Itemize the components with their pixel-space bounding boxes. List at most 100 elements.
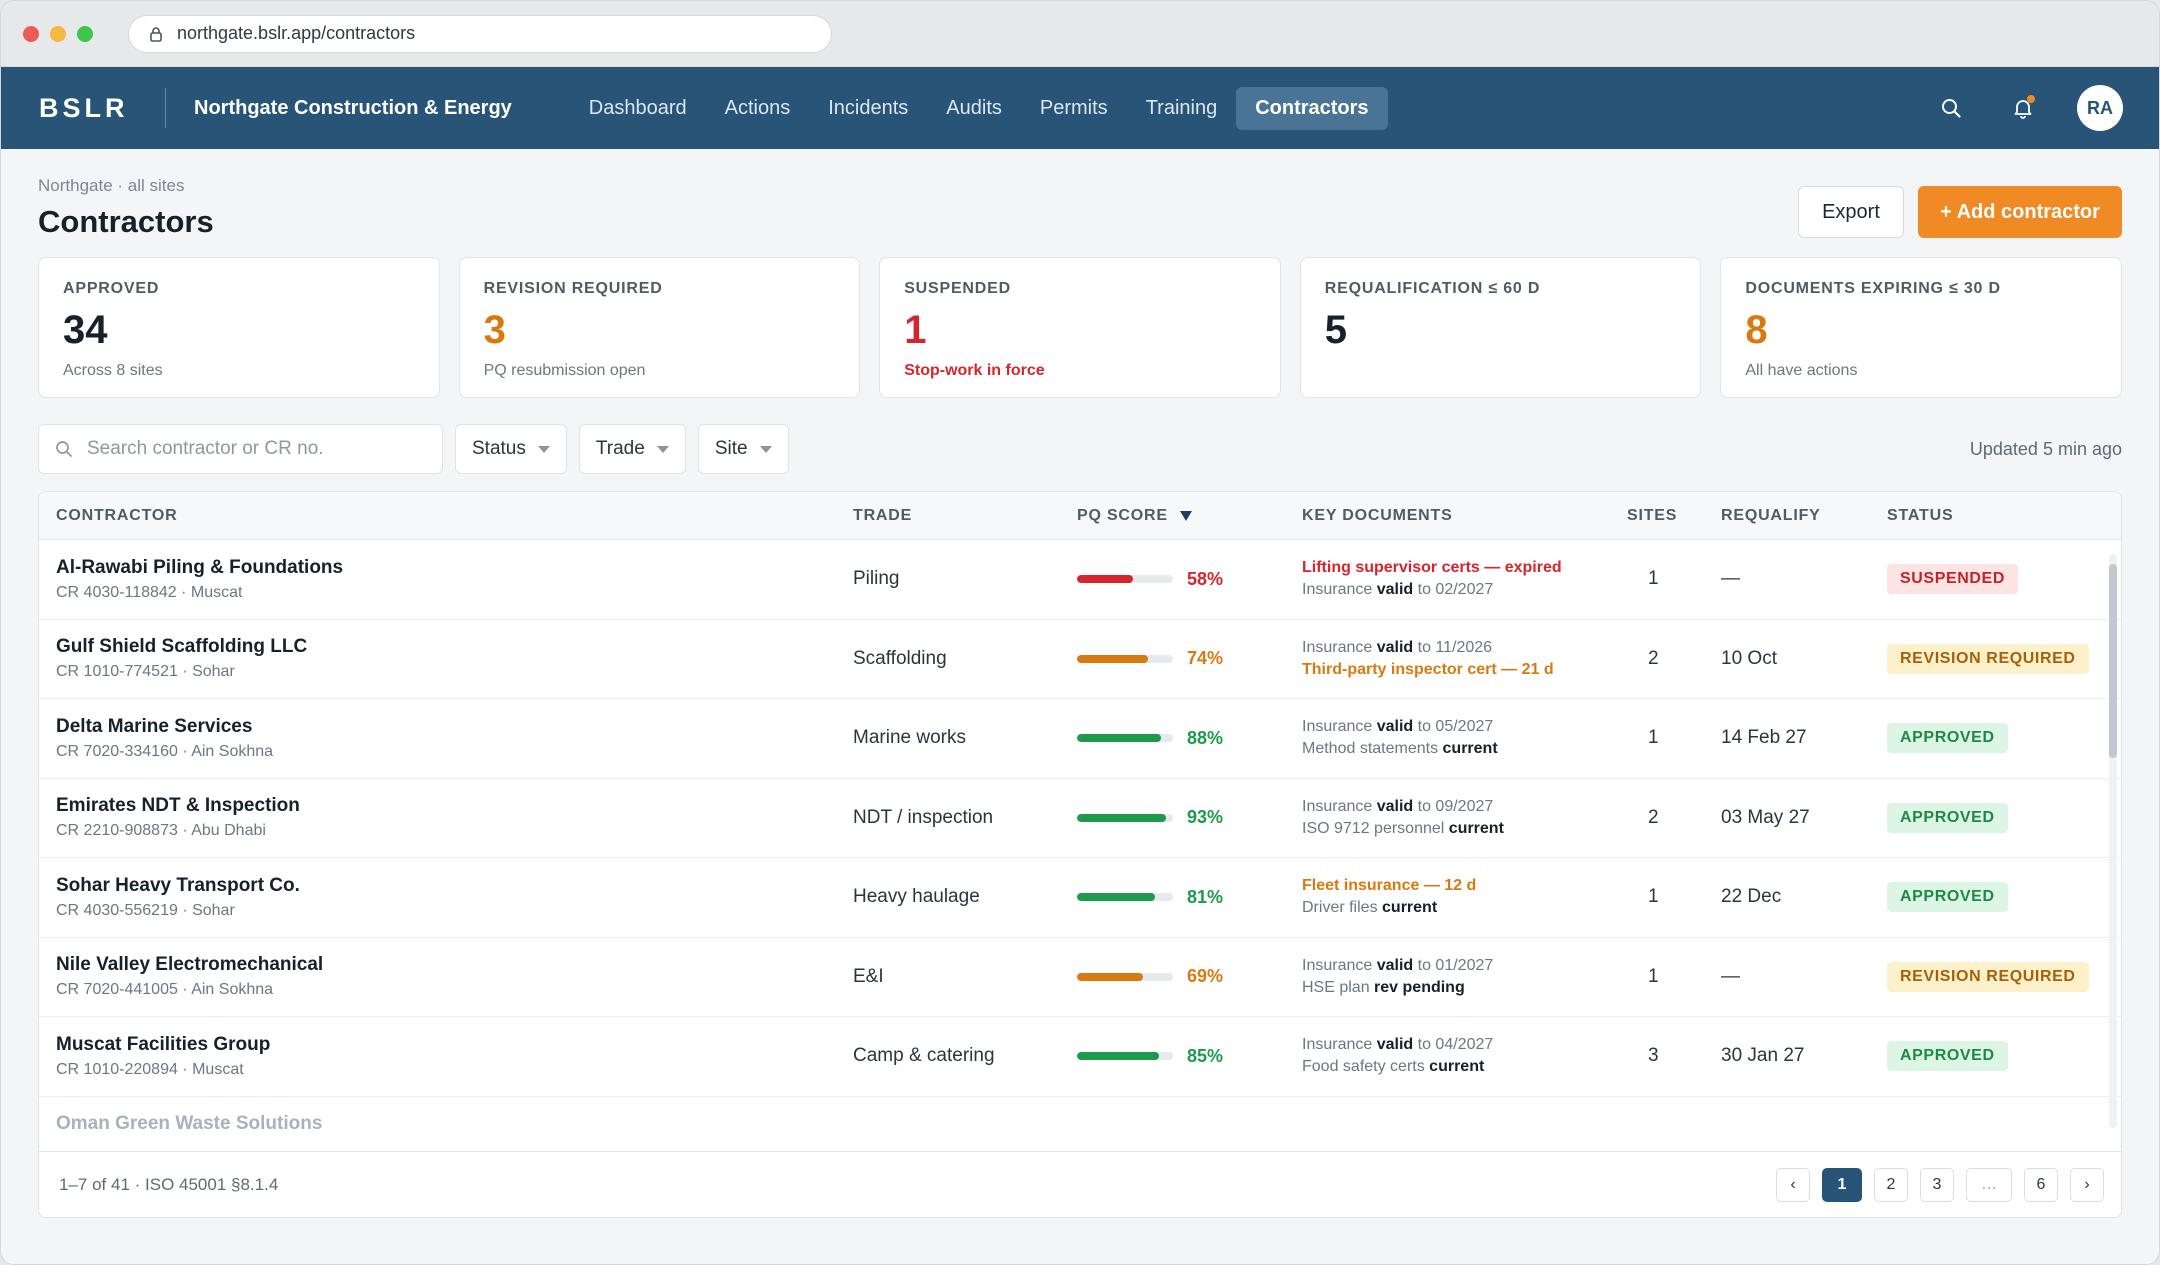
trade-cell: Scaffolding xyxy=(853,647,947,669)
key-documents-cell: Insurance valid to 09/2027 ISO 9712 perso… xyxy=(1302,796,1627,840)
close-window-button[interactable] xyxy=(23,25,39,42)
table-row[interactable]: Emirates NDT & Inspection CR 2210-908873 … xyxy=(39,779,2121,858)
kpi-card[interactable]: DOCUMENTS EXPIRING ≤ 30 D 8 All have actio… xyxy=(1720,257,2122,398)
page-1-button[interactable]: 1 xyxy=(1822,1167,1862,1202)
document-state: current xyxy=(1429,1058,1485,1076)
previous-page-button[interactable]: ‹ xyxy=(1776,1167,1810,1202)
pq-score-bar xyxy=(1077,1052,1173,1061)
table-scrollbar[interactable] xyxy=(2109,554,2117,1128)
kpi-value: 3 xyxy=(483,308,506,352)
next-page-button[interactable]: › xyxy=(2070,1167,2104,1202)
contractor-cr: CR 7020-334160 · Ain Sokhna xyxy=(56,742,274,760)
contractor-name[interactable]: Nile Valley Electromechanical xyxy=(56,954,324,976)
maximize-window-button[interactable] xyxy=(77,25,93,42)
table-row[interactable]: Gulf Shield Scaffolding LLC CR 1010-77452… xyxy=(39,620,2121,699)
contractor-name[interactable]: Emirates NDT & Inspection xyxy=(56,795,300,817)
contractor-name[interactable]: Al-Rawabi Piling & Foundations xyxy=(56,556,344,578)
kpi-subtitle: PQ resubmission open xyxy=(483,362,646,379)
column-pq-score[interactable]: PQ SCORE xyxy=(1077,507,1302,525)
table-row[interactable]: Sohar Heavy Transport Co. CR 4030-556219 … xyxy=(39,858,2121,938)
table-row-partial[interactable]: Oman Green Waste Solutions xyxy=(56,1112,323,1134)
document-label: Method statements xyxy=(1302,740,1443,758)
nav-item-incidents[interactable]: Incidents xyxy=(828,96,909,119)
document-expiry: to 05/2027 xyxy=(1413,718,1494,736)
kpi-card[interactable]: REQUALIFICATION ≤ 60 D 5 xyxy=(1299,257,1702,398)
kpi-card[interactable]: APPROVED 34 Across 8 sites xyxy=(38,257,440,398)
trade-filter[interactable]: Trade xyxy=(578,424,686,474)
column-contractor[interactable]: CONTRACTOR xyxy=(56,506,178,524)
contractor-name[interactable]: Sohar Heavy Transport Co. xyxy=(56,874,300,896)
document-state: valid xyxy=(1376,956,1414,974)
column-key-documents[interactable]: KEY DOCUMENTS xyxy=(1302,506,1453,524)
notifications-button[interactable] xyxy=(2003,88,2043,128)
kpi-value: 8 xyxy=(1745,308,1768,352)
nav-item-audits[interactable]: Audits xyxy=(946,96,1002,119)
document-status: Lifting supervisor certs — expired xyxy=(1302,559,1562,577)
chevron-down-icon xyxy=(759,445,772,453)
user-avatar[interactable]: RA xyxy=(2077,85,2123,131)
status-cell: REVISION REQUIRED xyxy=(1887,643,2121,674)
nav-item-permits[interactable]: Permits xyxy=(1039,96,1108,119)
document-status: ISO 9712 personnel current xyxy=(1302,818,1627,840)
address-bar[interactable]: northgate.bslr.app/contractors xyxy=(128,14,832,53)
site-filter[interactable]: Site xyxy=(697,424,789,474)
page-3-button[interactable]: 3 xyxy=(1920,1167,1954,1202)
pq-score-fill xyxy=(1077,972,1144,981)
column-sites[interactable]: SITES xyxy=(1627,506,1678,524)
key-documents-cell: Lifting supervisor certs — expired Insura… xyxy=(1302,557,1627,601)
document-expiry: to 09/2027 xyxy=(1413,797,1494,815)
search-input[interactable]: Search contractor or CR no. xyxy=(38,424,443,474)
pq-score-cell: 69% xyxy=(1077,966,1302,987)
column-trade[interactable]: TRADE xyxy=(853,506,913,524)
table-row[interactable]: Al-Rawabi Piling & Foundations CR 4030-11… xyxy=(39,540,2121,620)
table-footer: 1–7 of 41 · ISO 45001 §8.1.4 ‹ 1 2 3 … 6 › xyxy=(39,1151,2121,1217)
document-expiry: to 11/2026 xyxy=(1413,638,1493,656)
contractor-cell: Gulf Shield Scaffolding LLC CR 1010-77452… xyxy=(39,636,853,681)
kpi-label: SUSPENDED xyxy=(904,280,1011,297)
sites-cell: 1 xyxy=(1648,965,1659,987)
contractor-name[interactable]: Delta Marine Services xyxy=(56,715,253,737)
requalify-cell: — xyxy=(1721,965,1740,987)
sites-cell: 2 xyxy=(1648,806,1659,828)
nav-item-contractors[interactable]: Contractors xyxy=(1236,86,1388,130)
requalify-cell: 10 Oct xyxy=(1721,647,1777,669)
kpi-card[interactable]: REVISION REQUIRED 3 PQ resubmission open xyxy=(458,257,861,398)
status-filter[interactable]: Status xyxy=(455,424,567,474)
key-documents-cell: Insurance valid to 01/2027 HSE plan rev p… xyxy=(1302,955,1627,999)
nav-item-actions[interactable]: Actions xyxy=(724,96,791,119)
column-requalify[interactable]: REQUALIFY xyxy=(1721,506,1821,524)
contractor-name[interactable]: Gulf Shield Scaffolding LLC xyxy=(56,636,308,658)
column-pq-score-label: PQ SCORE xyxy=(1077,506,1168,524)
minimize-window-button[interactable] xyxy=(50,25,66,42)
table-row[interactable]: Muscat Facilities Group CR 1010-220894 · … xyxy=(39,1017,2121,1097)
status-cell: APPROVED xyxy=(1887,882,2121,913)
pq-score-fill xyxy=(1077,654,1149,663)
contractor-name[interactable]: Muscat Facilities Group xyxy=(56,1033,271,1055)
search-button[interactable] xyxy=(1931,88,1971,128)
export-button[interactable]: Export xyxy=(1798,186,1904,238)
status-cell: REVISION REQUIRED xyxy=(1887,961,2121,992)
top-navigation: BSLR Northgate Construction & Energy Das… xyxy=(1,67,2159,149)
trade-cell: NDT / inspection xyxy=(853,806,994,828)
table-row[interactable]: Nile Valley Electromechanical CR 7020-441… xyxy=(39,938,2121,1017)
document-expiry: to 04/2027 xyxy=(1413,1036,1494,1054)
add-contractor-button[interactable]: + Add contractor xyxy=(1918,186,2122,238)
pq-score-fill xyxy=(1077,813,1167,822)
site-filter-label: Site xyxy=(714,438,748,459)
breadcrumb[interactable]: Northgate · all sites xyxy=(38,176,185,195)
requalify-cell: 03 May 27 xyxy=(1721,806,1810,828)
table-row[interactable]: Delta Marine Services CR 7020-334160 · Ai… xyxy=(39,699,2121,779)
nav-item-dashboard[interactable]: Dashboard xyxy=(588,96,687,119)
nav-item-training[interactable]: Training xyxy=(1145,96,1218,119)
kpi-card[interactable]: SUSPENDED 1 Stop-work in force xyxy=(879,257,1281,398)
scrollbar-thumb[interactable] xyxy=(2109,564,2117,758)
pq-score-value: 88% xyxy=(1187,727,1224,748)
column-status[interactable]: STATUS xyxy=(1887,506,1954,524)
brand-logo[interactable]: BSLR xyxy=(39,92,129,123)
page-6-button[interactable]: 6 xyxy=(2024,1167,2058,1202)
kpi-subtitle: All have actions xyxy=(1745,362,1858,379)
document-state: valid xyxy=(1376,718,1414,736)
document-status: Insurance valid to 05/2027 xyxy=(1302,716,1627,738)
pagination: ‹ 1 2 3 … 6 › xyxy=(1776,1167,2104,1202)
page-2-button[interactable]: 2 xyxy=(1874,1167,1908,1202)
